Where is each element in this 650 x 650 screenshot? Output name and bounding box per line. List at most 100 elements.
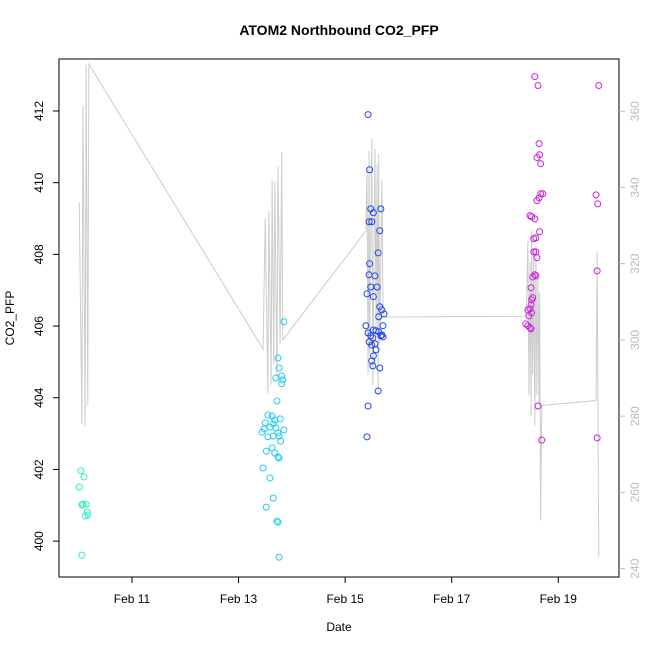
data-point (258, 428, 266, 436)
data-point (525, 312, 533, 320)
data-point (532, 272, 540, 280)
data-point (595, 82, 603, 90)
y-tick-label: 404 (32, 387, 46, 407)
x-axis-label: Date (326, 620, 352, 634)
data-point (374, 387, 382, 395)
data-point (79, 500, 87, 508)
data-point (378, 331, 386, 339)
data-point (362, 322, 370, 330)
data-point (531, 73, 539, 81)
data-point (363, 433, 371, 441)
data-point (531, 271, 539, 279)
y2-tick-label: 300 (628, 330, 642, 350)
data-point (368, 218, 376, 226)
data-point (80, 473, 88, 481)
data-point (274, 453, 282, 461)
data-point (369, 293, 377, 301)
data-point (368, 341, 376, 349)
data-point (374, 249, 382, 257)
data-point (366, 166, 374, 174)
data-point (528, 296, 536, 304)
data-point (375, 313, 383, 321)
data-point (83, 508, 91, 516)
data-point (369, 352, 377, 360)
data-point (78, 501, 86, 509)
data-point (274, 429, 282, 437)
data-point (531, 215, 539, 223)
data-point (539, 190, 547, 198)
data-point (77, 467, 85, 475)
data-point (535, 140, 543, 148)
data-point (278, 372, 286, 380)
data-point (264, 411, 272, 419)
data-point (84, 511, 92, 519)
data-point (259, 464, 267, 472)
data-point (527, 301, 535, 309)
data-point (365, 218, 373, 226)
data-point (75, 483, 83, 491)
data-point (273, 517, 281, 525)
data-point (272, 374, 280, 382)
data-point (379, 333, 387, 341)
y-tick-label: 412 (32, 101, 46, 121)
y-tick-label: 406 (32, 316, 46, 336)
data-point (526, 324, 534, 332)
data-point (82, 500, 90, 508)
x-tick-label: Feb 13 (220, 592, 258, 606)
data-point (278, 380, 286, 388)
data-point (266, 474, 274, 482)
data-point (373, 283, 381, 291)
data-point (277, 437, 285, 445)
y-axis-label: CO2_PFP (3, 291, 17, 346)
y2-tick-label: 240 (628, 558, 642, 578)
data-point (275, 364, 283, 372)
data-point (377, 205, 385, 213)
data-line (78, 62, 600, 557)
y2-tick-label: 360 (628, 101, 642, 121)
data-point (538, 436, 546, 444)
data-point (380, 310, 388, 318)
data-point (280, 426, 288, 434)
data-point (533, 154, 541, 162)
data-point (534, 82, 542, 90)
y-tick-label: 410 (32, 172, 46, 192)
data-point (269, 494, 277, 502)
data-point (372, 346, 380, 354)
data-point (533, 254, 541, 262)
y-tick-label: 402 (32, 459, 46, 479)
data-point (378, 306, 386, 314)
data-point (537, 160, 545, 168)
data-point (274, 518, 282, 526)
data-point (522, 320, 530, 328)
data-point (536, 228, 544, 236)
y-tick-label: 408 (32, 244, 46, 264)
data-point (369, 334, 377, 342)
data-point (527, 325, 535, 333)
data-point (268, 444, 276, 452)
data-point (371, 272, 379, 280)
data-point (376, 227, 384, 235)
data-point (592, 191, 600, 199)
data-point (280, 318, 288, 326)
y-tick-label: 400 (32, 531, 46, 551)
data-point (262, 503, 270, 511)
data-point (275, 454, 283, 462)
data-point (530, 248, 538, 256)
chart-title: ATOM2 Northbound CO2_PFP (239, 22, 438, 38)
x-tick-label: Feb 19 (540, 592, 578, 606)
data-point (262, 447, 270, 455)
data-point (264, 433, 272, 441)
data-point (279, 376, 287, 384)
data-point (274, 354, 282, 362)
y2-tick-label: 320 (628, 253, 642, 273)
data-point (594, 200, 602, 208)
y2-tick-label: 340 (628, 177, 642, 197)
data-point (376, 364, 384, 372)
data-point (369, 209, 377, 217)
data-point (529, 273, 537, 281)
y2-tick-label: 260 (628, 482, 642, 502)
data-point (530, 235, 538, 243)
data-point (366, 260, 374, 268)
data-point (78, 551, 86, 559)
